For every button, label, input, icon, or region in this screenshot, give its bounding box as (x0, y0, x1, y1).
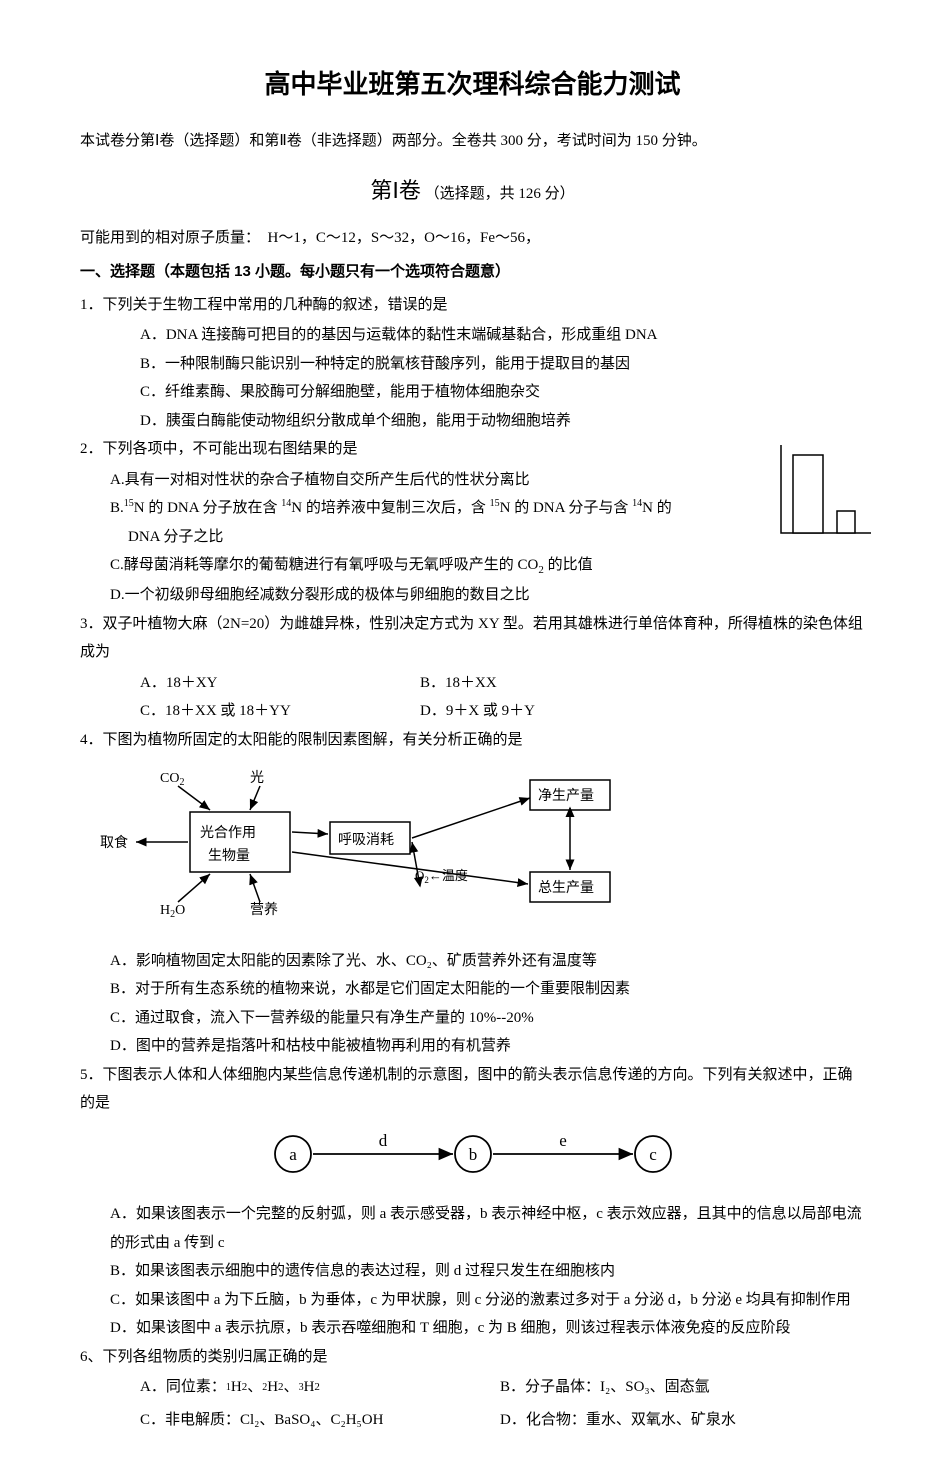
section-1-title: 第Ⅰ卷 （选择题，共 126 分） (80, 170, 865, 212)
q6-row1: A．同位素：1H2、2H2、3H2 B．分子晶体：I₂、SO₃、固态氩 (80, 1373, 865, 1402)
q5-b: B．如果该图表示细胞中的遗传信息的表达过程，则 d 过程只发生在细胞核内 (80, 1257, 865, 1286)
q4-stem: 4．下图为植物所固定的太阳能的限制因素图解，有关分析正确的是 (80, 726, 865, 755)
svg-text:净生产量: 净生产量 (538, 788, 594, 804)
q3-b: B．18＋XX (420, 669, 497, 698)
intro-text: 本试卷分第Ⅰ卷（选择题）和第Ⅱ卷（非选择题）两部分。全卷共 300 分，考试时间… (80, 127, 865, 156)
svg-text:c: c (649, 1145, 657, 1164)
svg-text:b: b (468, 1145, 477, 1164)
q2-b-line2: DNA 分子之比 (80, 523, 865, 552)
q5-c: C．如果该图中 a 为下丘脑，b 为垂体，c 为甲状腺，则 c 分泌的激素过多对… (80, 1286, 865, 1315)
section-1-big: 第Ⅰ卷 (370, 178, 421, 203)
svg-text:取食: 取食 (100, 834, 128, 851)
svg-text:CO2: CO2 (160, 771, 184, 788)
atomic-mass: 可能用到的相对原子质量： H～1，C～12，S～32，O～16，Fe～56， (80, 224, 865, 253)
page-title: 高中毕业班第五次理科综合能力测试 (80, 60, 865, 109)
q2-c: C.酵母菌消耗等摩尔的葡萄糖进行有氧呼吸与无氧呼吸产生的 CO2 的比值 (80, 551, 865, 581)
q3-row1: A．18＋XY B．18＋XX (80, 669, 865, 698)
svg-text:d: d (378, 1131, 387, 1150)
q3-d: D．9＋X 或 9＋Y (420, 697, 535, 726)
bar-chart-icon (775, 439, 875, 539)
q1-c: C．纤维素酶、果胶酶可分解细胞壁，能用于植物体细胞杂交 (80, 378, 865, 407)
q1-b: B．一种限制酶只能识别一种特定的脱氧核苷酸序列，能用于提取目的基因 (80, 350, 865, 379)
q3-stem: 3．双子叶植物大麻（2N=20）为雌雄异株，性别决定方式为 XY 型。若用其雄株… (80, 610, 865, 667)
q6-a: A．同位素：1H2、2H2、3H2 (140, 1373, 500, 1402)
question-section-heading: 一、选择题（本题包括 13 小题。每小题只有一个选项符合题意） (80, 258, 865, 287)
q3-a: A．18＋XY (140, 669, 420, 698)
q2-container: 2．下列各项中，不可能出现右图结果的是 A.具有一对相对性状的杂合子植物自交所产… (80, 435, 865, 609)
q6-b: B．分子晶体：I₂、SO₃、固态氩 (500, 1373, 710, 1402)
q6-row2: C．非电解质：Cl₂、BaSO₄、C₂H₅OH D．化合物：重水、双氧水、矿泉水 (80, 1406, 865, 1435)
svg-text:a: a (289, 1145, 297, 1164)
q3-c: C．18＋XX 或 18＋YY (140, 697, 420, 726)
svg-text:e: e (559, 1131, 567, 1150)
q1-stem: 1．下列关于生物工程中常用的几种酶的叙述，错误的是 (80, 291, 865, 320)
flow-diagram-icon: 光合作用生物量 CO2 光取食 H2O 营养 呼吸消耗 净生产量总生产量 O2←温度 (100, 762, 660, 932)
svg-text:营养: 营养 (250, 902, 278, 918)
q4-c: C．通过取食，流入下一营养级的能量只有净生产量的 10%--20% (80, 1004, 865, 1033)
q2-stem: 2．下列各项中，不可能出现右图结果的是 (80, 435, 865, 464)
abc-flow-icon: a b c d e (253, 1130, 693, 1178)
q6-c: C．非电解质：Cl₂、BaSO₄、C₂H₅OH (140, 1406, 500, 1435)
q1-a: A．DNA 连接酶可把目的的基因与运载体的黏性末端碱基黏合，形成重组 DNA (80, 321, 865, 350)
q2-a: A.具有一对相对性状的杂合子植物自交所产生后代的性状分离比 (80, 466, 865, 495)
q1-d: D．胰蛋白酶能使动物组织分散成单个细胞，能用于动物细胞培养 (80, 407, 865, 436)
q5-diagram: a b c d e (80, 1130, 865, 1189)
q6-d: D．化合物：重水、双氧水、矿泉水 (500, 1406, 736, 1435)
svg-text:H2O: H2O (160, 903, 185, 920)
svg-text:总生产量: 总生产量 (538, 880, 594, 896)
svg-text:呼吸消耗: 呼吸消耗 (338, 832, 394, 848)
section-1-small: （选择题，共 126 分） (425, 186, 575, 202)
svg-text:光合作用: 光合作用 (200, 825, 256, 841)
q2-b: B.15N 的 DNA 分子放在含 14N 的培养液中复制三次后，含 15N 的… (80, 494, 865, 523)
q5-d: D．如果该图中 a 表示抗原，b 表示吞噬细胞和 T 细胞，c 为 B 细胞，则… (80, 1314, 865, 1343)
q5-a: A．如果该图表示一个完整的反射弧，则 a 表示感受器，b 表示神经中枢，c 表示… (80, 1200, 865, 1257)
q4-d: D．图中的营养是指落叶和枯枝中能被植物再利用的有机营养 (80, 1032, 865, 1061)
q4-a: A．影响植物固定太阳能的因素除了光、水、CO₂、矿质营养外还有温度等 (80, 947, 865, 976)
svg-text:光: 光 (250, 770, 264, 786)
q3-row2: C．18＋XX 或 18＋YY D．9＋X 或 9＋Y (80, 697, 865, 726)
q6-stem: 6、下列各组物质的类别归属正确的是 (80, 1343, 865, 1372)
svg-text:O2←温度: O2←温度 (415, 868, 468, 885)
q4-diagram: 光合作用生物量 CO2 光取食 H2O 营养 呼吸消耗 净生产量总生产量 O2←温度 (100, 762, 865, 943)
svg-text:生物量: 生物量 (208, 848, 250, 864)
q2-d: D.一个初级卵母细胞经减数分裂形成的极体与卵细胞的数目之比 (80, 581, 865, 610)
q5-stem: 5．下图表示人体和人体细胞内某些信息传递机制的示意图，图中的箭头表示信息传递的方… (80, 1061, 865, 1118)
q4-b: B．对于所有生态系统的植物来说，水都是它们固定太阳能的一个重要限制因素 (80, 975, 865, 1004)
